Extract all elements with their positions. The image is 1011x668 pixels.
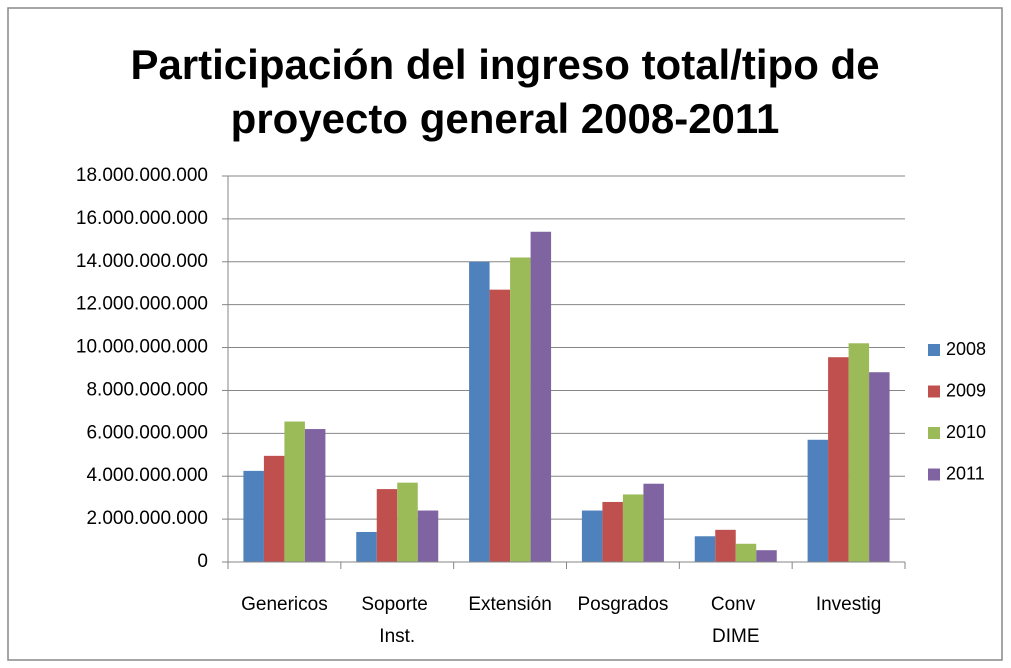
y-tick-label: 8.000.000.000 xyxy=(86,379,208,400)
bar xyxy=(715,529,736,562)
y-tick-label: 16.000.000.000 xyxy=(76,208,208,229)
bar xyxy=(376,489,398,562)
bar xyxy=(581,510,603,562)
y-tick-label: 10.000.000.000 xyxy=(76,337,208,358)
bar xyxy=(694,536,716,562)
y-tick-label: 6.000.000.000 xyxy=(86,422,208,443)
chart-title: Participación del ingreso total/tipo de xyxy=(130,41,879,88)
x-tick-label: Posgrados xyxy=(577,594,668,615)
bar xyxy=(304,429,326,562)
bar xyxy=(643,483,664,562)
bar xyxy=(356,531,377,562)
y-tick-label: 2.000.000.000 xyxy=(86,508,208,529)
bar xyxy=(243,470,264,562)
x-tick-label: Extensión xyxy=(468,594,551,615)
chart-title: proyecto general 2008-2011 xyxy=(231,95,780,142)
x-tick-label: Genericos xyxy=(241,594,328,615)
y-tick-label: 12.000.000.000 xyxy=(76,294,208,315)
x-tick-label: Soporte Inst. xyxy=(361,594,433,647)
bar xyxy=(263,455,285,562)
legend-swatch xyxy=(928,385,940,398)
bar xyxy=(510,257,531,562)
legend-swatch xyxy=(928,468,940,481)
bar xyxy=(622,494,644,562)
legend-swatch xyxy=(928,344,940,356)
legend-label: 2009 xyxy=(946,380,986,400)
bar xyxy=(869,372,890,562)
x-tick-label: Investig xyxy=(816,594,881,615)
y-tick-label: 18.000.000.000 xyxy=(76,165,208,186)
bar xyxy=(397,482,418,562)
bar xyxy=(417,510,439,562)
legend-label: 2010 xyxy=(946,422,986,442)
y-tick-label: 14.000.000.000 xyxy=(76,251,208,272)
bar xyxy=(530,231,552,562)
bar xyxy=(756,550,777,562)
y-tick-label: 0 xyxy=(197,551,208,572)
y-tick-label: 4.000.000.000 xyxy=(86,465,208,486)
legend-label: 2011 xyxy=(946,463,985,483)
bar xyxy=(807,439,829,562)
bar xyxy=(469,261,490,562)
bar xyxy=(735,543,757,562)
bar xyxy=(602,501,623,562)
bar xyxy=(489,289,511,562)
legend-label: 2008 xyxy=(946,339,986,359)
bar xyxy=(828,357,849,562)
bar xyxy=(848,343,870,562)
bar xyxy=(284,421,305,562)
x-tick-label: Conv DIME xyxy=(711,594,761,647)
legend-swatch xyxy=(928,427,940,439)
